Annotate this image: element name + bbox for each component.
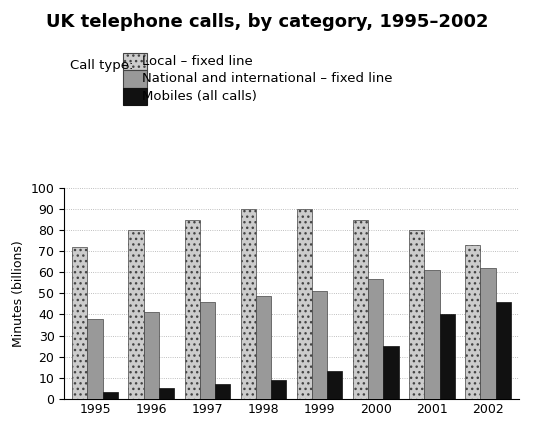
Bar [465,245,480,399]
Text: Call type:: Call type: [70,59,133,72]
Bar [88,319,103,399]
Bar [368,279,384,399]
Bar [215,384,230,399]
Text: UK telephone calls, by category, 1995–2002: UK telephone calls, by category, 1995–20… [46,13,489,31]
Bar [256,296,271,399]
Bar [353,220,368,399]
Bar [384,346,399,399]
Bar [409,230,424,399]
Bar [103,392,118,399]
Bar [424,270,440,399]
Text: Mobiles (all calls): Mobiles (all calls) [142,90,257,103]
Text: Local – fixed line: Local – fixed line [142,55,253,68]
Y-axis label: Minutes (billions): Minutes (billions) [12,240,25,347]
Bar [271,380,286,399]
Bar [297,209,312,399]
Bar [312,291,327,399]
Bar [241,209,256,399]
Bar [200,302,215,399]
Bar [72,247,88,399]
Bar [159,388,174,399]
Bar [327,371,342,399]
Bar [185,220,200,399]
Bar [440,314,455,399]
Bar [128,230,143,399]
Bar [480,268,495,399]
Text: National and international – fixed line: National and international – fixed line [142,72,392,85]
Bar [495,302,511,399]
Bar [143,312,159,399]
